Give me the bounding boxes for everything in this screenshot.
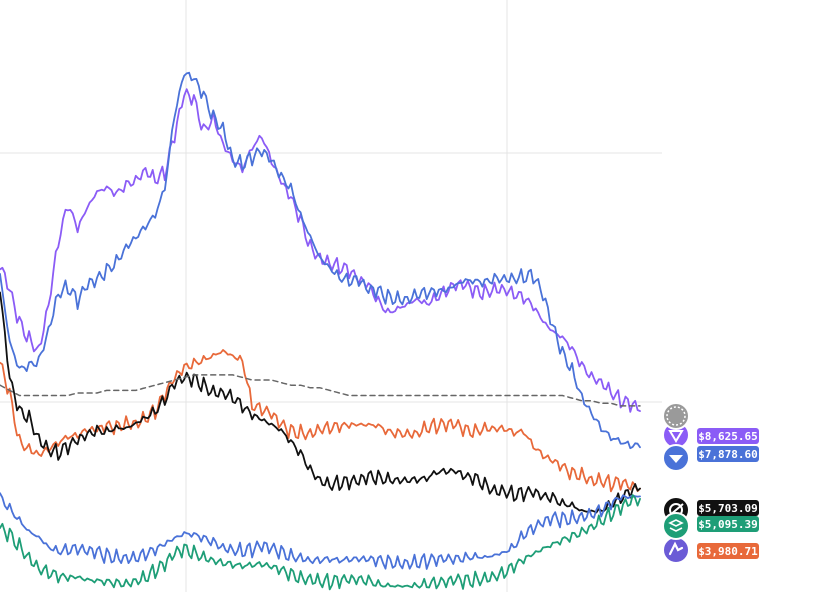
series-line-0 (0, 88, 641, 413)
end-value-tags: $8,625.65 $7,878.60 $3,980.71 $5,703.09 $5,0… (697, 428, 759, 559)
end-value-tag: $5,095.39 (697, 516, 759, 532)
end-value-label: $7,878.60 (698, 448, 758, 461)
end-value-tag-bg (697, 500, 759, 516)
series-line-3 (0, 291, 641, 514)
series-line-2 (0, 349, 641, 493)
end-value-tag: $5,703.09 (697, 500, 759, 516)
series-line-6 (0, 374, 641, 407)
end-value-tag-bg (697, 446, 759, 462)
series-layer (0, 71, 641, 591)
grid (0, 0, 662, 592)
chainlink-logo-icon (662, 536, 690, 564)
grey-token-logo-icon (662, 402, 690, 430)
end-value-tag-bg (697, 428, 759, 444)
end-value-label: $5,095.39 (698, 518, 758, 531)
end-value-label: $8,625.65 (698, 430, 758, 443)
end-value-tag-bg (697, 543, 759, 559)
end-value-label: $3,980.71 (698, 545, 758, 558)
end-value-tag-bg (697, 516, 759, 532)
end-value-label: $5,703.09 (698, 502, 758, 515)
series-line-4 (0, 492, 641, 570)
green-layers-logo-icon (662, 512, 690, 540)
blue-chevron-logo-icon (662, 444, 690, 472)
end-value-tag: $3,980.71 (697, 543, 759, 559)
series-line-1 (0, 71, 641, 450)
end-value-tag: $7,878.60 (697, 446, 759, 462)
end-value-tag: $8,625.65 (697, 428, 759, 444)
series-line-5 (0, 494, 641, 591)
end-icons (662, 402, 690, 564)
